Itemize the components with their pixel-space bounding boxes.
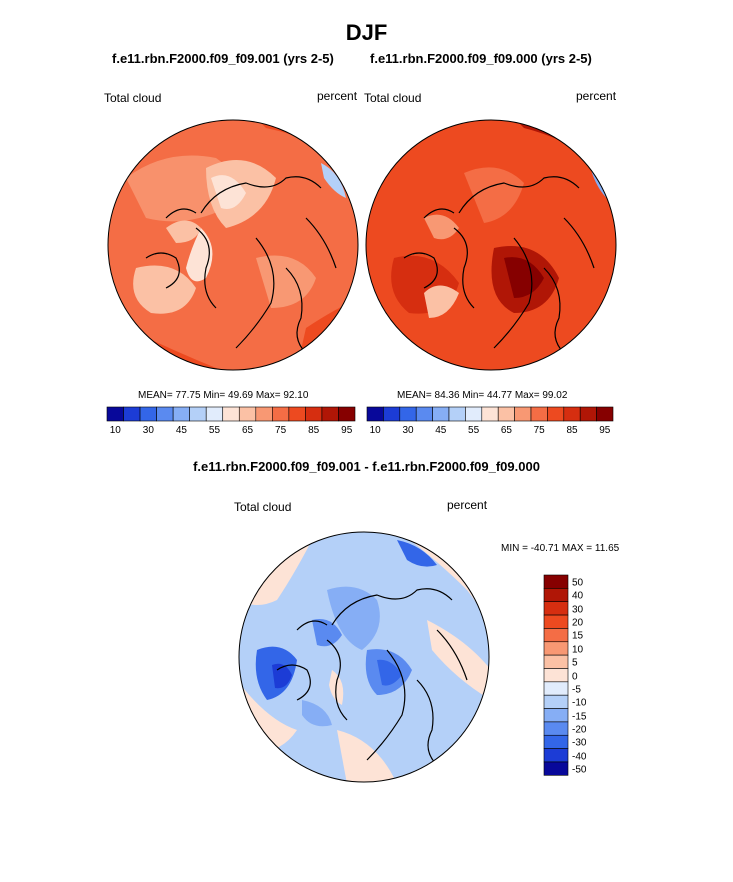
colorbar-box — [238, 406, 257, 422]
colorbar-box — [543, 721, 569, 736]
colorbar-tick-label: 65 — [500, 425, 512, 436]
colorbar-box — [106, 406, 124, 422]
diff-variable-label: Total cloud — [234, 500, 292, 514]
colorbar-tick-label: 40 — [572, 590, 584, 602]
colorbar-tick-label: 95 — [599, 425, 611, 436]
right-colorbar — [366, 406, 614, 422]
colorbar-tick-label: 95 — [341, 425, 353, 436]
colorbar-box — [338, 406, 356, 422]
colorbar-box — [543, 694, 569, 709]
colorbar-box — [547, 406, 565, 422]
colorbar-box — [222, 406, 240, 422]
colorbar-tick-label: 50 — [572, 577, 584, 589]
colorbar-tick-label: 55 — [468, 425, 480, 436]
colorbar-box — [543, 614, 569, 629]
colorbar-box — [288, 406, 306, 422]
diff-colorbar-ticks: 50 40 30 20 15 10 5 0 -5 -10 -15 -20 -30 -40 -50 — [572, 575, 612, 778]
colorbar-box — [543, 761, 569, 776]
diff-title: f.e11.rbn.F2000.f09_f09.001 - f.e11.rbn.… — [193, 459, 540, 474]
colorbar-box — [596, 406, 614, 422]
colorbar-tick-label: 30 — [402, 425, 414, 436]
colorbar-tick-label: -15 — [572, 711, 587, 723]
colorbar-box — [543, 734, 569, 749]
left-case-title: f.e11.rbn.F2000.f09_f09.001 (yrs 2-5) — [112, 51, 334, 66]
colorbar-box — [543, 601, 569, 616]
colorbar-box — [543, 681, 569, 696]
diff-colorbar — [543, 574, 569, 776]
colorbar-box — [543, 574, 569, 589]
colorbar-tick-label: -5 — [572, 684, 581, 696]
colorbar-tick-label: 75 — [533, 425, 545, 436]
colorbar-box — [415, 406, 433, 422]
colorbar-tick-label: 0 — [572, 671, 578, 682]
left-units-label: percent — [317, 89, 358, 103]
colorbar-box — [543, 748, 569, 763]
colorbar-box — [543, 588, 569, 603]
colorbar-box — [579, 406, 597, 422]
colorbar-box — [543, 668, 569, 683]
colorbar-box — [139, 406, 157, 422]
colorbar-box — [563, 406, 581, 422]
colorbar-tick-label: 85 — [566, 425, 578, 436]
colorbar-box — [399, 406, 417, 422]
colorbar-tick-label: 65 — [241, 425, 254, 436]
colorbar-box — [465, 406, 483, 422]
right-case-title: f.e11.rbn.F2000.f09_f09.000 (yrs 2-5) — [370, 51, 592, 66]
colorbar-box — [255, 406, 273, 422]
colorbar-box — [172, 406, 190, 422]
colorbar-tick-label: 30 — [572, 604, 584, 616]
left-colorbar-ticks: 10 30 45 55 65 75 85 95 — [107, 425, 355, 439]
colorbar-tick-label: -30 — [572, 737, 587, 749]
colorbar-tick-label: -10 — [572, 697, 587, 709]
colorbar-tick-label: 10 — [369, 425, 381, 436]
colorbar-box — [514, 406, 532, 422]
diff-polar-map — [238, 531, 490, 783]
colorbar-box — [321, 406, 339, 422]
colorbar-tick-label: 55 — [208, 425, 221, 436]
left-polar-map — [107, 119, 359, 371]
colorbar-tick-label: 75 — [275, 425, 287, 436]
colorbar-box — [366, 406, 384, 422]
colorbar-box — [543, 654, 569, 669]
right-polar-map — [365, 119, 617, 371]
figure-title: DJF — [345, 20, 388, 45]
colorbar-tick-label: -50 — [572, 764, 587, 776]
colorbar-tick-label: 10 — [572, 644, 584, 656]
left-variable-label: Total cloud — [104, 91, 162, 105]
colorbar-box — [543, 628, 569, 643]
colorbar-tick-label: 30 — [142, 425, 154, 436]
colorbar-tick-label: 20 — [572, 617, 584, 629]
right-colorbar-ticks: 10 30 45 55 65 75 85 95 — [367, 425, 613, 439]
colorbar-box — [123, 406, 141, 422]
right-stats: MEAN= 84.36 Min= 44.77 Max= 99.02 — [397, 390, 568, 401]
colorbar-box — [156, 406, 174, 422]
colorbar-tick-label: 5 — [572, 657, 578, 669]
colorbar-box — [497, 406, 515, 422]
colorbar-tick-label: 15 — [572, 630, 584, 642]
colorbar-tick-label: 85 — [308, 425, 320, 436]
left-colorbar — [106, 406, 356, 422]
colorbar-box — [189, 406, 207, 422]
left-stats: MEAN= 77.75 Min= 49.69 Max= 92.10 — [138, 390, 309, 401]
colorbar-box — [383, 406, 401, 422]
colorbar-box — [272, 406, 290, 422]
right-variable-label: Total cloud — [364, 91, 422, 105]
colorbar-box — [481, 406, 499, 422]
diff-minmax: MIN = -40.71 MAX = 11.65 — [501, 543, 620, 554]
colorbar-tick-label: -20 — [572, 724, 587, 736]
colorbar-box — [432, 406, 450, 422]
colorbar-box — [543, 708, 569, 723]
colorbar-tick-label: 45 — [175, 425, 187, 436]
diff-units-label: percent — [447, 498, 488, 512]
colorbar-box — [305, 406, 323, 422]
colorbar-tick-label: -40 — [572, 751, 587, 763]
colorbar-box — [448, 406, 466, 422]
colorbar-box — [543, 641, 569, 656]
right-units-label: percent — [576, 89, 617, 103]
colorbar-tick-label: 45 — [435, 425, 447, 436]
colorbar-box — [530, 406, 548, 422]
colorbar-box — [205, 406, 224, 422]
colorbar-tick-label: 10 — [109, 425, 121, 436]
